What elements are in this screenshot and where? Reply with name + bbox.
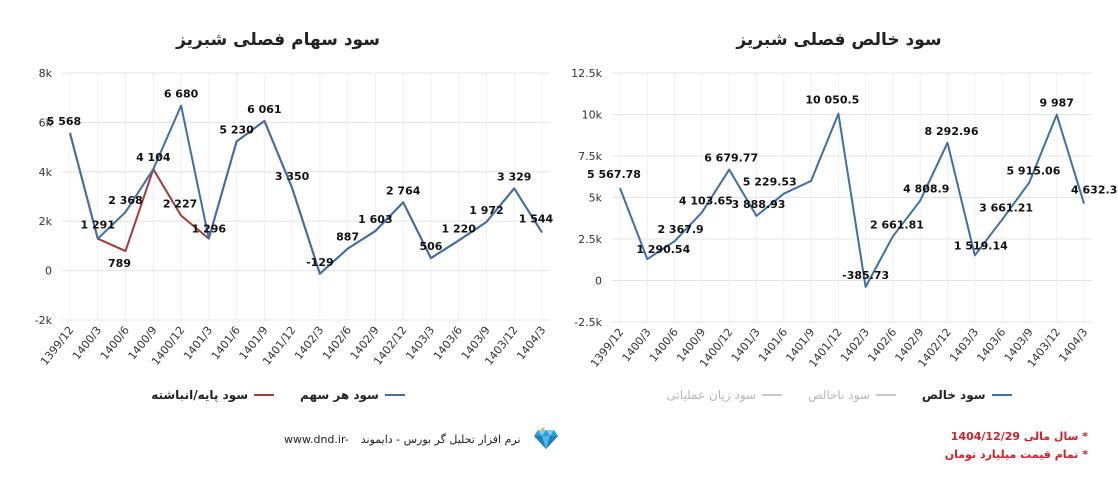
data-label: 5 567.78 xyxy=(587,168,641,181)
chart-title: سود خالص فصلی شبریز xyxy=(736,30,942,50)
data-label: -385.73 xyxy=(842,269,889,282)
data-label: 1 603 xyxy=(358,213,392,226)
data-label: 2 227 xyxy=(163,198,197,211)
y-tick-label: 4k xyxy=(39,166,53,179)
data-label: 4 104 xyxy=(136,151,171,164)
legend-swatch xyxy=(254,394,275,396)
x-tick-label: 1404/3 xyxy=(1056,326,1090,365)
net-profit-chart-panel: سود خالص فصلی شبریز -2.5k 0 2.5k 5k 7.5k 10k 1… xyxy=(560,0,1118,412)
data-label: 1 290.54 xyxy=(636,243,690,256)
data-label: 8 292.96 xyxy=(925,125,979,138)
y-tick-label: 5k xyxy=(589,192,603,205)
data-label: 2 368 xyxy=(108,194,142,207)
footer-brand: www.dnd.ir- نرم افزار تحلیل گر بورس - دا… xyxy=(284,428,559,450)
diamond-logo-icon xyxy=(533,428,558,449)
data-label: 10 050.5 xyxy=(805,94,859,107)
footer-brand-text: نرم افزار تحلیل گر بورس - دایموند xyxy=(360,432,521,446)
data-label: 887 xyxy=(336,231,359,244)
data-label: 3 329 xyxy=(497,170,531,183)
data-label: 5 568 xyxy=(47,115,81,128)
data-label: 4 632.31 xyxy=(1071,184,1118,197)
series-line xyxy=(619,112,1085,288)
chart-title: سود سهام فصلی شبریز xyxy=(176,30,380,50)
footnote-unit: * تمام قیمت میلیارد تومان xyxy=(944,448,1088,461)
legend-item-net-profit[interactable]: سود خالص xyxy=(922,388,1012,402)
legend-swatch xyxy=(762,394,782,396)
data-label: 1 296 xyxy=(192,223,227,236)
footer-site[interactable]: www.dnd.ir- xyxy=(284,432,349,446)
data-label: 4 103.65 xyxy=(679,194,733,207)
x-tick-label: 1403/3 xyxy=(403,324,437,363)
y-tick-label: 6k xyxy=(39,116,53,129)
data-label: 3 888.93 xyxy=(732,198,786,211)
data-label: 1 519.14 xyxy=(954,239,1008,252)
legend-item-retained[interactable]: سود پایه/انباشته xyxy=(151,388,275,402)
data-label: 789 xyxy=(108,257,131,270)
data-label: 6 680 xyxy=(164,88,199,101)
y-tick-label: 2k xyxy=(39,215,53,228)
footnote-fiscal-year: * سال مالی 1404/12/29 xyxy=(950,430,1088,443)
data-label: -129 xyxy=(306,256,334,269)
legend-label: سود خالص xyxy=(921,388,986,402)
x-tick-label: 1402/3 xyxy=(292,324,326,363)
legend-item-gross-profit[interactable]: سود ناخالص xyxy=(808,388,896,402)
x-tick-label: 1403/6 xyxy=(431,324,465,363)
y-tick-label: 0 xyxy=(595,275,602,288)
data-label: 2 764 xyxy=(386,184,421,197)
footnotes: * سال مالی 1404/12/29 * تمام قیمت میلیار… xyxy=(945,428,1088,464)
data-label: 6 061 xyxy=(247,103,281,116)
data-label: 4 808.9 xyxy=(903,183,949,196)
data-label: 1 291 xyxy=(81,219,115,232)
x-tick-label: 1399/12 xyxy=(588,326,626,370)
data-label: 5 230 xyxy=(219,123,254,136)
legend-swatch xyxy=(875,394,896,396)
data-label: 2 661.81 xyxy=(870,218,924,231)
legend-swatch xyxy=(991,394,1012,396)
data-label: 1 220 xyxy=(441,222,476,235)
x-tick-label: 1401/3 xyxy=(181,324,215,363)
data-label: 5 915.06 xyxy=(1006,164,1060,177)
legend-swatch xyxy=(384,394,405,396)
legend-item-eps[interactable]: سود هر سهم xyxy=(300,388,405,402)
y-tick-label: 10k xyxy=(582,109,603,122)
legend-label: سود ناخالص xyxy=(808,388,870,402)
data-label: 9 987 xyxy=(1039,97,1073,110)
legend-label: سود هر سهم xyxy=(300,388,379,402)
legend-label: سود زیان عملیاتی xyxy=(666,388,756,402)
data-label: 1 544 xyxy=(519,212,554,225)
data-label: 3 661.21 xyxy=(979,202,1033,215)
legend-label: سود پایه/انباشته xyxy=(151,388,249,402)
y-tick-label: -2k xyxy=(35,314,53,327)
data-label: 5 229.53 xyxy=(743,176,797,189)
data-label: 1 972 xyxy=(469,204,503,217)
y-tick-label: 2.5k xyxy=(578,233,602,246)
data-label: 2 367.9 xyxy=(657,223,703,236)
y-tick-label: 0 xyxy=(45,265,52,278)
legend: سود خالص سود ناخالص سود زیان عملیاتی xyxy=(560,388,1118,402)
y-tick-label: 7.5k xyxy=(578,150,602,163)
data-label: 506 xyxy=(419,240,442,253)
y-tick-label: 8k xyxy=(39,67,53,80)
x-tick-label: 1399/12 xyxy=(38,324,76,368)
series-line xyxy=(69,104,543,275)
eps-chart-panel: سود سهام فصلی شبریز -2k 0 2k 4k 6k 8k 1399/12 1… xyxy=(0,0,556,412)
data-label: 6 679.77 xyxy=(704,152,758,165)
net-profit-line-chart: -2.5k02.5k5k7.5k10k12.5k1399/121400/3140… xyxy=(571,67,1118,370)
x-tick-label: 1401/6 xyxy=(209,324,243,363)
x-tick-label: 1402/6 xyxy=(320,324,354,363)
x-tick-label: 1404/3 xyxy=(514,324,548,363)
legend-item-operating-profit[interactable]: سود زیان عملیاتی xyxy=(666,388,782,402)
x-tick-label: 1400/6 xyxy=(98,324,132,363)
legend: سود هر سهم سود پایه/انباشته xyxy=(0,388,556,402)
eps-line-chart: -2k02k4k6k8k1399/121400/31400/61400/9140… xyxy=(35,67,554,368)
y-tick-label: -2.5k xyxy=(574,316,602,329)
data-label: 3 350 xyxy=(275,170,310,183)
x-tick-label: 1400/3 xyxy=(70,324,104,363)
y-tick-label: 12.5k xyxy=(571,67,602,80)
